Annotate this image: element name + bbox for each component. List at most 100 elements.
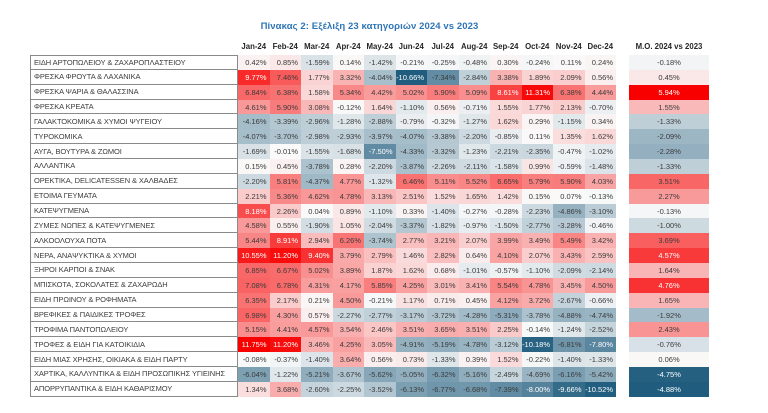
- value-cell: 4.61%: [238, 99, 270, 115]
- value-cell: -1.33%: [584, 352, 616, 368]
- value-cell: -2.20%: [458, 129, 490, 145]
- value-cell: 8.61%: [490, 84, 522, 100]
- value-cell: -4.16%: [238, 114, 270, 130]
- value-cell: 4.12%: [490, 292, 522, 308]
- value-cell: 1.62%: [490, 114, 522, 130]
- value-cell: -1.68%: [332, 144, 364, 160]
- value-cell: 4.57%: [301, 322, 333, 338]
- row-label: ΑΠΟΡΡΥΠΑΝΤΙΚΑ & ΕΙΔΗ ΚΑΘΑΡΙΣΜΟΥ: [30, 380, 238, 397]
- value-cell: -1.15%: [553, 114, 585, 130]
- row-label: ΦΡΕΣΚΑ ΨΑΡΙΑ & ΘΑΛΑΣΣΙΝΑ: [30, 83, 238, 100]
- summary-cell: 4.76%: [629, 277, 709, 293]
- value-cell: 0.85%: [269, 55, 301, 70]
- value-cell: 4.41%: [269, 322, 301, 338]
- row-label: ΕΙΔΗ ΠΡΩΙΝΟΥ & ΡΟΦΗΜΑΤΑ: [30, 291, 238, 308]
- row-label: ΑΥΓΑ, ΒΟΥΤΥΡΑ & ΖΩΜΟΙ: [30, 143, 238, 160]
- value-cell: -2.77%: [364, 307, 396, 323]
- column-header: Sep-24: [492, 42, 519, 51]
- value-cell: -1.28%: [332, 114, 364, 130]
- value-cell: -9.66%: [553, 381, 585, 397]
- row-label: ΝΕΡΑ, ΑΝΑΨΥΚΤΙΚΑ & ΧΥΜΟΙ: [30, 247, 238, 264]
- value-cell: 4.31%: [301, 277, 333, 293]
- value-cell: 0.56%: [364, 352, 396, 368]
- gap-spacer: [616, 263, 629, 278]
- summary-cell: 1.64%: [629, 263, 709, 278]
- value-cell: -6.32%: [427, 367, 459, 382]
- column-header: Nov-24: [555, 42, 582, 51]
- value-cell: 6.85%: [238, 263, 270, 278]
- gap-spacer: [616, 144, 629, 160]
- value-cell: -1.01%: [458, 263, 490, 278]
- value-cell: -0.21%: [364, 292, 396, 308]
- value-cell: 2.25%: [490, 322, 522, 338]
- value-cell: -10.66%: [395, 69, 427, 85]
- value-cell: 0.30%: [490, 55, 522, 70]
- value-cell: -6.81%: [553, 337, 585, 353]
- value-cell: 10.55%: [238, 248, 270, 264]
- value-cell: 1.17%: [395, 292, 427, 308]
- value-cell: -1.10%: [395, 99, 427, 115]
- row-label: ΑΛΚΟΟΛΟΥΧΑ ΠΟΤΑ: [30, 232, 238, 249]
- summary-cell: 5.94%: [629, 84, 709, 100]
- value-cell: 2.21%: [238, 188, 270, 204]
- value-cell: -2.67%: [553, 292, 585, 308]
- value-cell: -6.77%: [427, 381, 459, 397]
- value-cell: -3.39%: [269, 114, 301, 130]
- value-cell: 2.94%: [301, 233, 333, 249]
- value-cell: 5.09%: [458, 84, 490, 100]
- value-cell: 0.42%: [238, 55, 270, 70]
- value-cell: 0.73%: [395, 352, 427, 368]
- value-cell: 2.07%: [521, 248, 553, 264]
- value-cell: -3.52%: [364, 381, 396, 397]
- value-cell: 3.21%: [427, 233, 459, 249]
- value-cell: -4.33%: [395, 144, 427, 160]
- column-header: Feb-24: [272, 42, 298, 51]
- value-cell: -2.96%: [301, 114, 333, 130]
- value-cell: -8.00%: [521, 381, 553, 397]
- value-cell: 3.65%: [427, 322, 459, 338]
- row-label: ΚΑΤΕΨΥΓΜΕΝΑ: [30, 202, 238, 219]
- value-cell: -2.98%: [301, 129, 333, 145]
- column-header: Dec-24: [587, 42, 614, 51]
- value-cell: 0.56%: [427, 99, 459, 115]
- value-cell: 4.10%: [490, 248, 522, 264]
- value-cell: -7.39%: [490, 381, 522, 397]
- value-cell: 3.05%: [364, 337, 396, 353]
- value-cell: -2.77%: [521, 218, 553, 234]
- value-cell: 6.65%: [490, 173, 522, 189]
- row-label: ΜΠΙΣΚΟΤΑ, ΣΟΚΟΛΑΤΕΣ & ΖΑΧΑΡΩΔΗ: [30, 276, 238, 293]
- value-cell: -1.55%: [301, 144, 333, 160]
- row-label: ΦΡΕΣΚΑ ΦΡΟΥΤΑ & ΛΑΧΑΝΙΚΑ: [30, 68, 238, 85]
- value-cell: 3.43%: [553, 248, 585, 264]
- value-cell: 9.40%: [301, 248, 333, 264]
- value-cell: -1.23%: [458, 144, 490, 160]
- value-cell: -0.85%: [490, 129, 522, 145]
- value-cell: -4.07%: [238, 129, 270, 145]
- value-cell: -1.10%: [521, 263, 553, 278]
- value-cell: 8.91%: [269, 233, 301, 249]
- value-cell: 3.32%: [332, 69, 364, 85]
- value-cell: 11.31%: [521, 84, 553, 100]
- value-cell: 0.29%: [521, 114, 553, 130]
- value-cell: 0.33%: [395, 203, 427, 219]
- value-cell: -3.32%: [427, 144, 459, 160]
- value-cell: -1.50%: [490, 218, 522, 234]
- value-cell: 1.89%: [521, 69, 553, 85]
- value-cell: -7.50%: [364, 144, 396, 160]
- gap-spacer: [616, 322, 629, 338]
- value-cell: -2.49%: [490, 367, 522, 382]
- value-cell: -1.40%: [427, 203, 459, 219]
- value-cell: -1.22%: [269, 367, 301, 382]
- value-cell: 0.04%: [301, 203, 333, 219]
- value-cell: -0.47%: [553, 144, 585, 160]
- summary-cell: 3.69%: [629, 233, 709, 249]
- summary-cell: -2.28%: [629, 144, 709, 160]
- value-cell: 2.51%: [395, 188, 427, 204]
- value-cell: 3.41%: [458, 277, 490, 293]
- value-cell: -1.69%: [238, 144, 270, 160]
- column-header: Aug-24: [461, 42, 488, 51]
- value-cell: 1.52%: [490, 352, 522, 368]
- value-cell: -0.66%: [584, 292, 616, 308]
- row-label: ΤΥΡΟΚΟΜΙΚΑ: [30, 128, 238, 145]
- value-cell: -0.32%: [427, 114, 459, 130]
